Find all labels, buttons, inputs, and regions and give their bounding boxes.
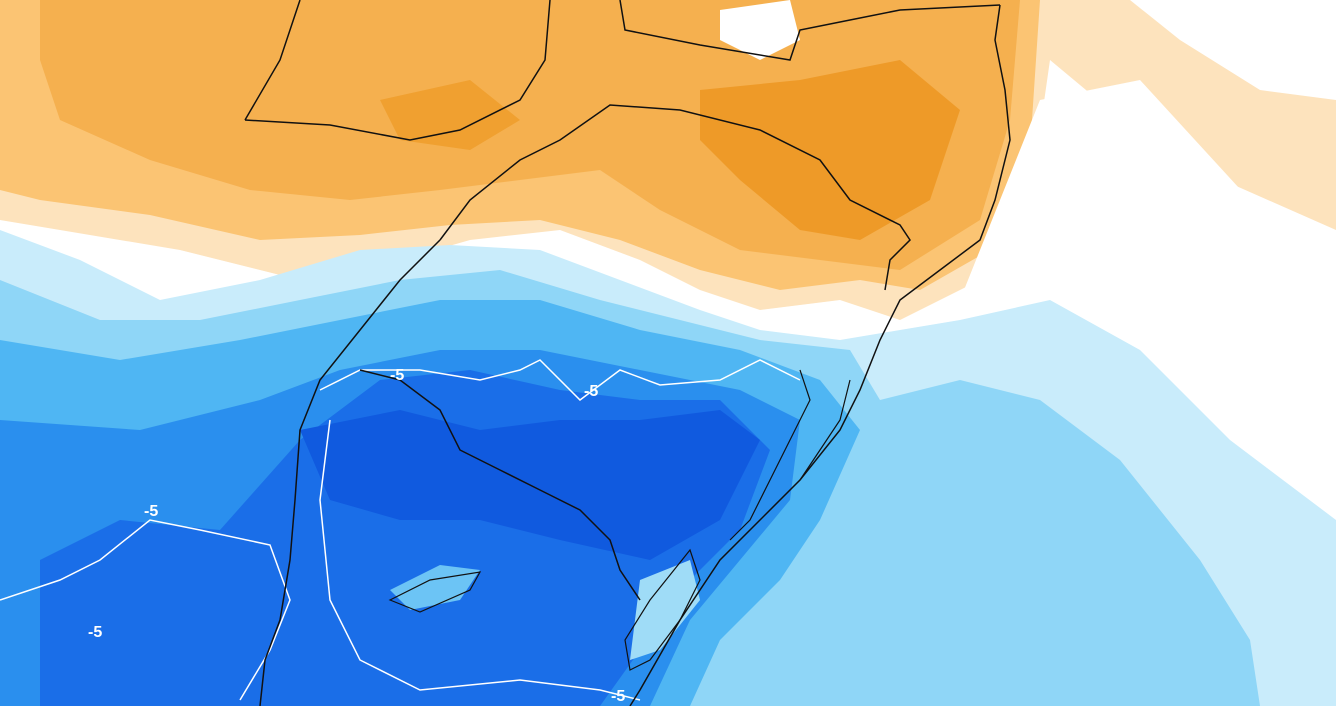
contour-label: -5 <box>390 367 405 384</box>
contour-label: -5 <box>611 688 626 705</box>
contour-label: -5 <box>88 624 103 641</box>
contour-label: -5 <box>144 503 159 520</box>
contour-label: -5 <box>584 383 599 400</box>
